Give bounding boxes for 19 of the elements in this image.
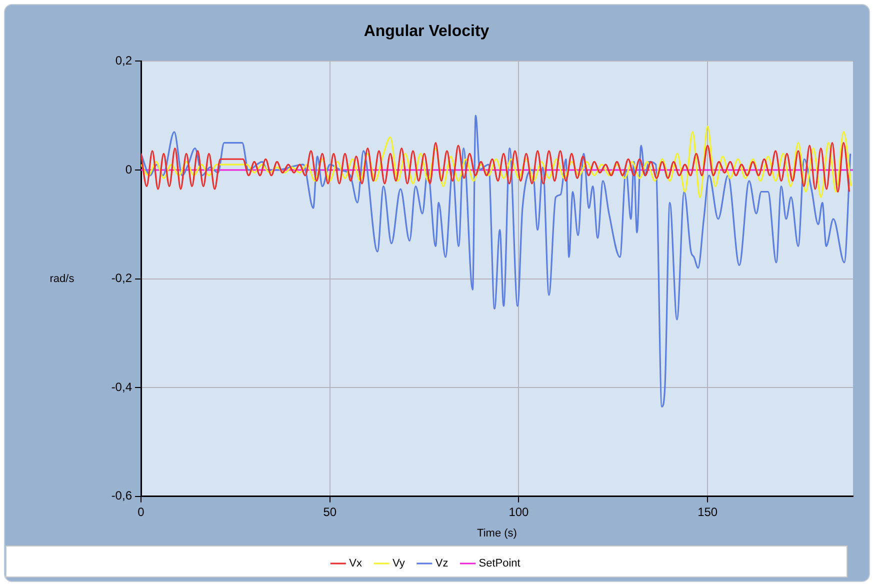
x-axis-title: Time (s): [477, 527, 517, 540]
legend-label: Vz: [435, 558, 448, 570]
y-tick-label: -0,4: [111, 380, 132, 394]
line-series: [141, 114, 852, 408]
x-tick-label: 50: [323, 504, 337, 519]
y-tick-label: 0: [125, 162, 132, 176]
legend-label: Vy: [392, 558, 406, 570]
y-tick-label: 0,2: [115, 54, 132, 68]
legend-label: Vx: [349, 558, 362, 570]
line-series: [141, 126, 852, 198]
y-tick-label: -0,6: [111, 488, 132, 503]
legend-label: SetPoint: [478, 558, 520, 570]
x-tick-label: 150: [698, 504, 718, 519]
y-tick-label: -0,2: [111, 271, 132, 286]
chart-title: Angular Velocity: [364, 23, 490, 40]
y-axis-title: rad/s: [50, 272, 75, 285]
line-series: [141, 142, 850, 193]
x-tick-label: 100: [508, 504, 530, 519]
x-tick-label: 0: [138, 504, 145, 519]
